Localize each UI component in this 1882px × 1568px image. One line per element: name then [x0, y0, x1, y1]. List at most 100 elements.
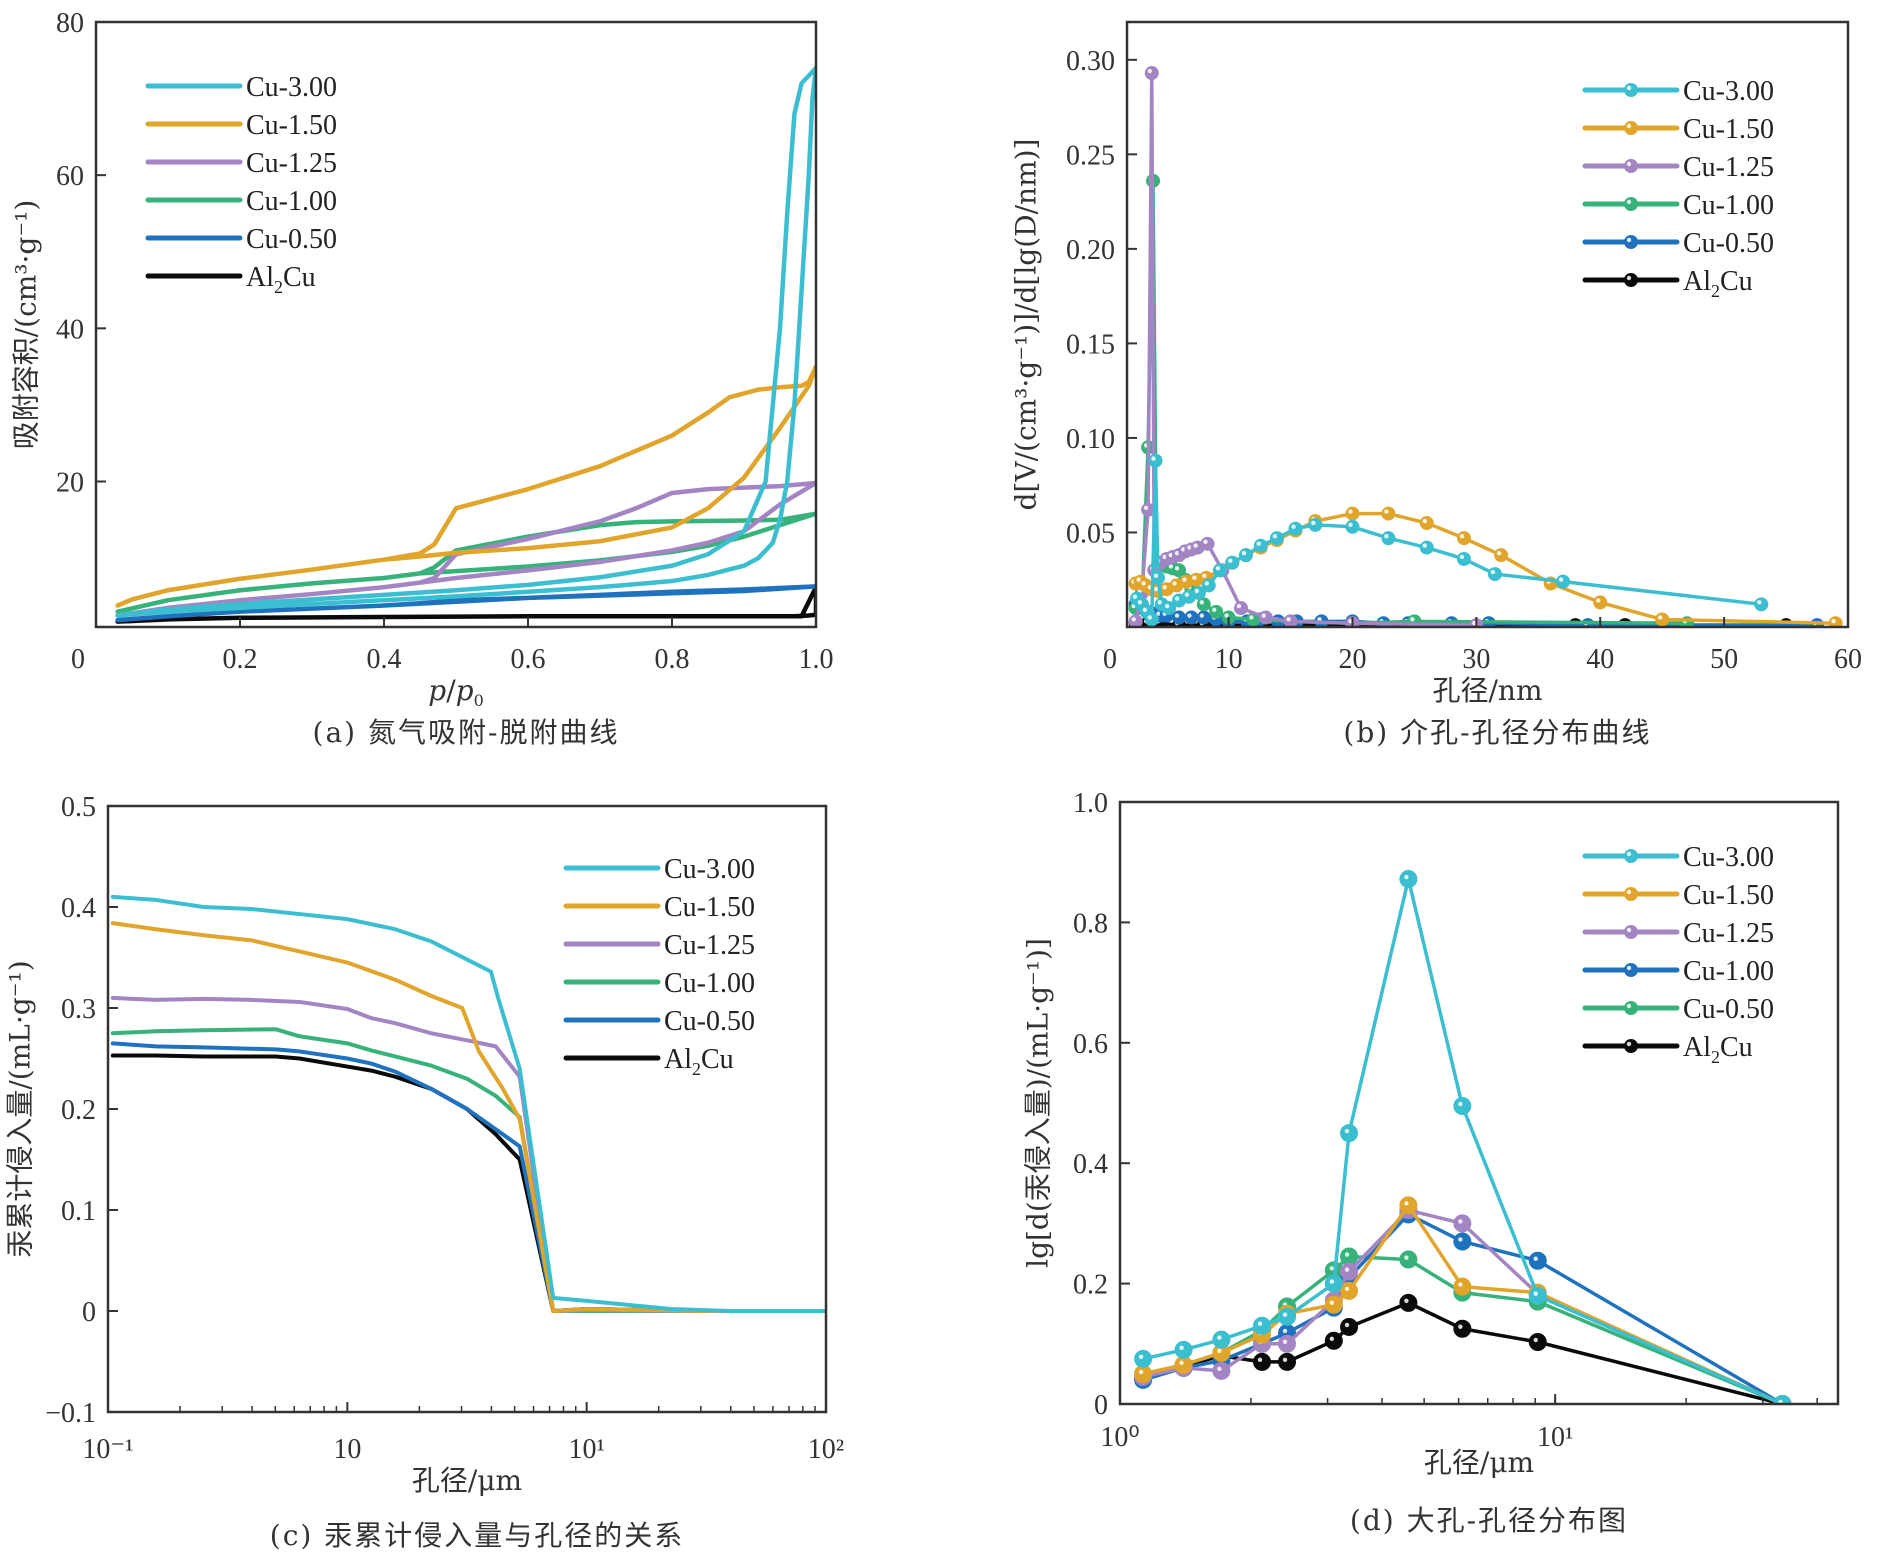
data-point-highlight — [1162, 584, 1167, 590]
x-tick-label: 10⁰ — [1100, 1422, 1139, 1453]
line-cu-0-50 — [110, 1041, 826, 1313]
panel-c-cumulative-intrusion-chart: 10⁻¹ 10 10¹ 10² −0.1 0 0.1 0.2 0.3 0.4 0.5 Cu-3.00… — [4, 792, 845, 1552]
data-point — [1453, 1319, 1472, 1338]
panel-a-ticks: 0 0.2 0.4 0.6 0.8 1.0 20 40 60 80 — [56, 8, 834, 675]
data-point-highlight — [1137, 600, 1143, 605]
series-cu-1-50 — [115, 364, 816, 608]
legend-label: Cu-1.50 — [1683, 880, 1774, 911]
line-cu-1-50 — [110, 921, 826, 1313]
panel-a-series — [115, 65, 816, 624]
series-cu-3-00 — [1134, 870, 1792, 1404]
data-point-highlight — [1329, 1279, 1335, 1284]
legend-marker-highlight — [1626, 237, 1632, 243]
data-point-highlight — [1257, 1321, 1263, 1326]
series-cu-1-25 — [115, 480, 816, 618]
data-point — [1148, 453, 1163, 468]
data-point-highlight — [1224, 613, 1229, 618]
legend-label: Al2Cu — [1683, 1032, 1753, 1067]
data-point-highlight — [1215, 566, 1221, 571]
y-tick-label: 0.10 — [1066, 424, 1115, 455]
data-point — [1278, 1334, 1297, 1353]
data-point — [1278, 1307, 1297, 1326]
line-cu-1-25 — [115, 480, 816, 618]
data-point-highlight — [1329, 1336, 1335, 1341]
panel-b-mesopore-chart: 0 10 20 30 40 50 60 0.05 0.10 0.15 0.20 0.25 0.30 Cu… — [1010, 20, 1862, 749]
y-tick-label: 0.6 — [1073, 1029, 1108, 1060]
legend-marker — [1624, 235, 1638, 249]
data-point — [1453, 1232, 1472, 1251]
data-point-highlight — [1757, 600, 1762, 605]
data-point-highlight — [1256, 541, 1261, 546]
x-tick-label: 50 — [1710, 644, 1738, 675]
data-point — [1487, 567, 1502, 582]
series-cu-3-00 — [115, 65, 816, 618]
data-point-highlight — [1410, 617, 1415, 622]
data-point-highlight — [1182, 577, 1187, 582]
x-tick-label: 10⁻¹ — [82, 1434, 133, 1465]
data-point-highlight — [1657, 615, 1663, 620]
legend-marker-highlight — [1626, 123, 1632, 129]
y-tick-label: 0.20 — [1066, 235, 1115, 266]
legend-item-cu-0-50: Cu-0.50 — [563, 1006, 755, 1037]
data-point-highlight — [1422, 518, 1427, 524]
legend-item-cu-0-50: Cu-0.50 — [145, 224, 337, 255]
line-cu-1-50 — [115, 364, 816, 608]
legend-label: Cu-1.25 — [1683, 152, 1774, 183]
data-point-highlight — [1291, 524, 1296, 529]
panel-b-caption: (b) 介孔-孔径分布曲线 — [1343, 716, 1651, 749]
data-point — [1345, 506, 1360, 521]
data-point — [1253, 538, 1268, 553]
data-point-highlight — [1404, 874, 1409, 880]
legend-label: Al2Cu — [664, 1044, 734, 1079]
data-point-highlight — [1384, 533, 1389, 539]
data-point — [1381, 531, 1396, 546]
data-point — [1528, 1286, 1547, 1305]
data-point-highlight — [1344, 1252, 1350, 1257]
data-point-highlight — [1404, 1201, 1409, 1206]
line-cu-1-00 — [115, 511, 816, 614]
data-point-highlight — [1404, 1255, 1409, 1260]
data-point-highlight — [1344, 1322, 1350, 1328]
panel-d-frame — [1118, 800, 1840, 1406]
data-point-highlight — [1831, 619, 1836, 624]
data-point-highlight — [1174, 596, 1180, 601]
y-tick-label: 0.05 — [1066, 518, 1115, 549]
legend-item-cu-1-00: Cu-1.00 — [1582, 190, 1774, 221]
data-point-highlight — [1157, 600, 1162, 605]
data-point-highlight — [1344, 1286, 1350, 1292]
panel-a-frame — [94, 20, 818, 629]
data-point-highlight — [1228, 558, 1233, 563]
y-tick-label: 0 — [1094, 1390, 1108, 1421]
legend-label: Cu-3.00 — [1683, 76, 1774, 107]
panel-c-xlabel: 孔径/μm — [412, 1464, 522, 1497]
data-point — [1580, 618, 1595, 627]
legend-item-cu-3-00: Cu-3.00 — [563, 854, 755, 885]
series-al2cu — [115, 584, 816, 624]
data-point-highlight — [1168, 552, 1174, 558]
panel-c-legend: Cu-3.00 Cu-1.50 Cu-1.25 Cu-1.00 Cu-0.50 Al2Cu — [563, 854, 755, 1079]
data-point — [1754, 597, 1769, 612]
data-point — [1174, 1355, 1193, 1374]
data-point — [1556, 574, 1571, 589]
data-point-highlight — [1202, 573, 1207, 579]
legend-label: Al2Cu — [246, 262, 316, 297]
data-point-highlight — [1348, 509, 1353, 514]
data-point-highlight — [1194, 588, 1200, 594]
y-tick-label: 1.0 — [1073, 788, 1108, 819]
data-point-highlight — [1142, 607, 1148, 613]
data-point-highlight — [1533, 1337, 1538, 1343]
legend-item-cu-1-50: Cu-1.50 — [145, 110, 337, 141]
data-point-highlight — [1162, 554, 1167, 560]
data-point — [1340, 1124, 1359, 1143]
x-tick-label: 0 — [71, 644, 85, 675]
data-point-highlight — [1153, 573, 1159, 579]
data-point-highlight — [1151, 456, 1156, 461]
legend-label: Cu-1.25 — [1683, 918, 1774, 949]
data-point — [1150, 570, 1165, 585]
x-tick-label: 10¹ — [1537, 1422, 1573, 1453]
x-tick-label: 20 — [1338, 644, 1366, 675]
legend-marker — [1624, 83, 1638, 97]
data-point — [1308, 517, 1323, 532]
data-point — [1810, 618, 1825, 627]
